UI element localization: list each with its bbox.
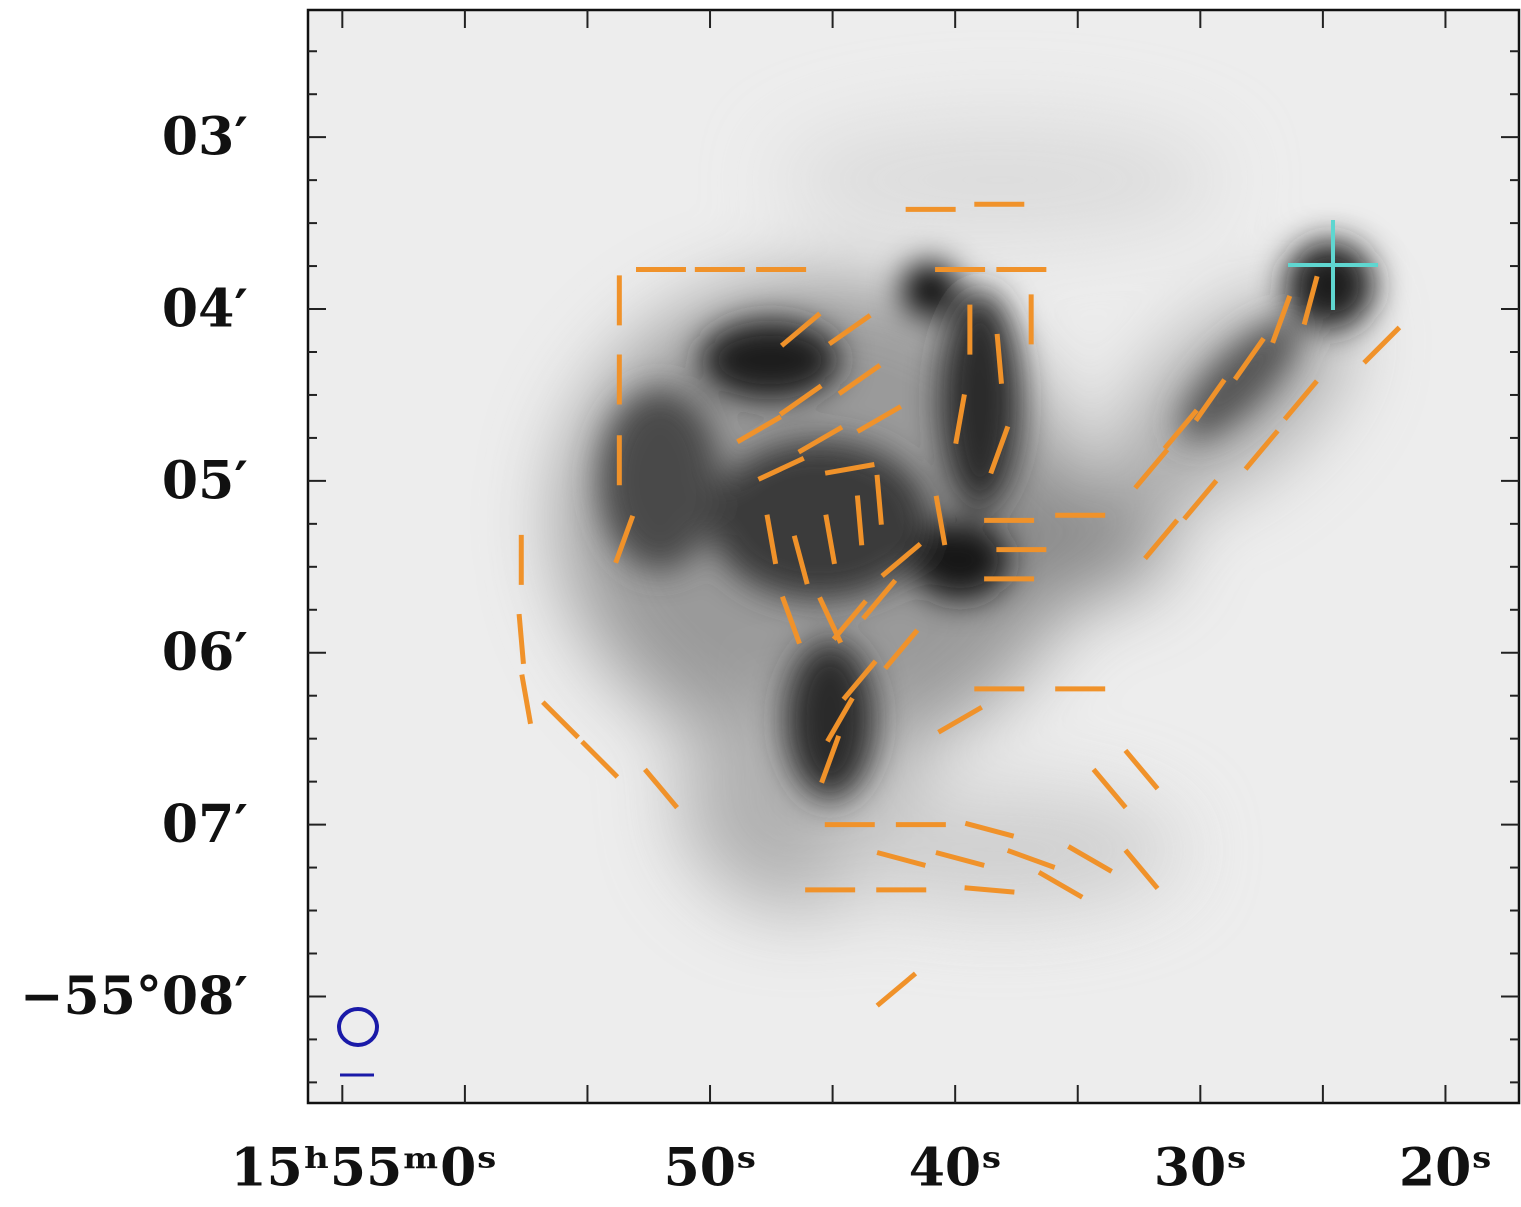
x-tick-label: 30ˢ — [1154, 1138, 1247, 1199]
y-tick-label: 07′ — [162, 794, 248, 855]
chart: 15ʰ55ᵐ0ˢ 50ˢ 40ˢ 30ˢ 20ˢ 03′ 04′ 05′ 06′ 07′ −55°0… — [0, 0, 1521, 1207]
x-tick-label: 20ˢ — [1399, 1138, 1492, 1199]
x-tick-label: 40ˢ — [909, 1138, 1002, 1199]
y-tick-label: −55°08′ — [20, 966, 248, 1027]
intensity-image — [308, 10, 1519, 1103]
x-tick-label: 50ˢ — [664, 1138, 757, 1199]
y-tick-label: 05′ — [162, 450, 248, 511]
y-tick-label: 06′ — [162, 622, 248, 683]
page: {"chart_data": { "type": "polarization-m… — [0, 0, 1521, 1207]
y-tick-label: 03′ — [162, 107, 248, 168]
y-tick-label: 04′ — [162, 279, 248, 340]
x-tick-label: 15ʰ55ᵐ0ˢ — [230, 1138, 496, 1199]
